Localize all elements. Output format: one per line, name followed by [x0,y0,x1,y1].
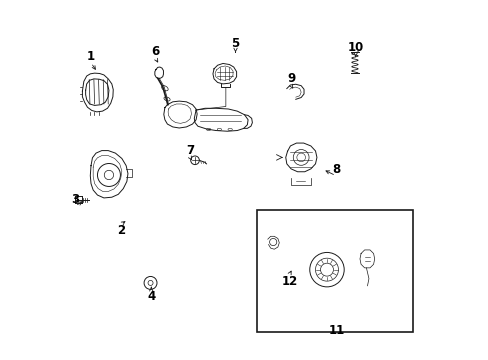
Bar [257,211,412,332]
Text: 11: 11 [328,324,345,337]
Text: 10: 10 [347,41,363,54]
Text: 2: 2 [117,224,124,238]
Text: 12: 12 [281,275,297,288]
Text: 3: 3 [71,193,79,206]
Text: 1: 1 [87,50,95,63]
Text: 7: 7 [185,144,194,157]
Text: 6: 6 [151,45,160,58]
Text: 8: 8 [331,163,339,176]
Text: 4: 4 [147,290,155,303]
Text: 9: 9 [286,72,295,85]
Text: 5: 5 [231,36,239,50]
